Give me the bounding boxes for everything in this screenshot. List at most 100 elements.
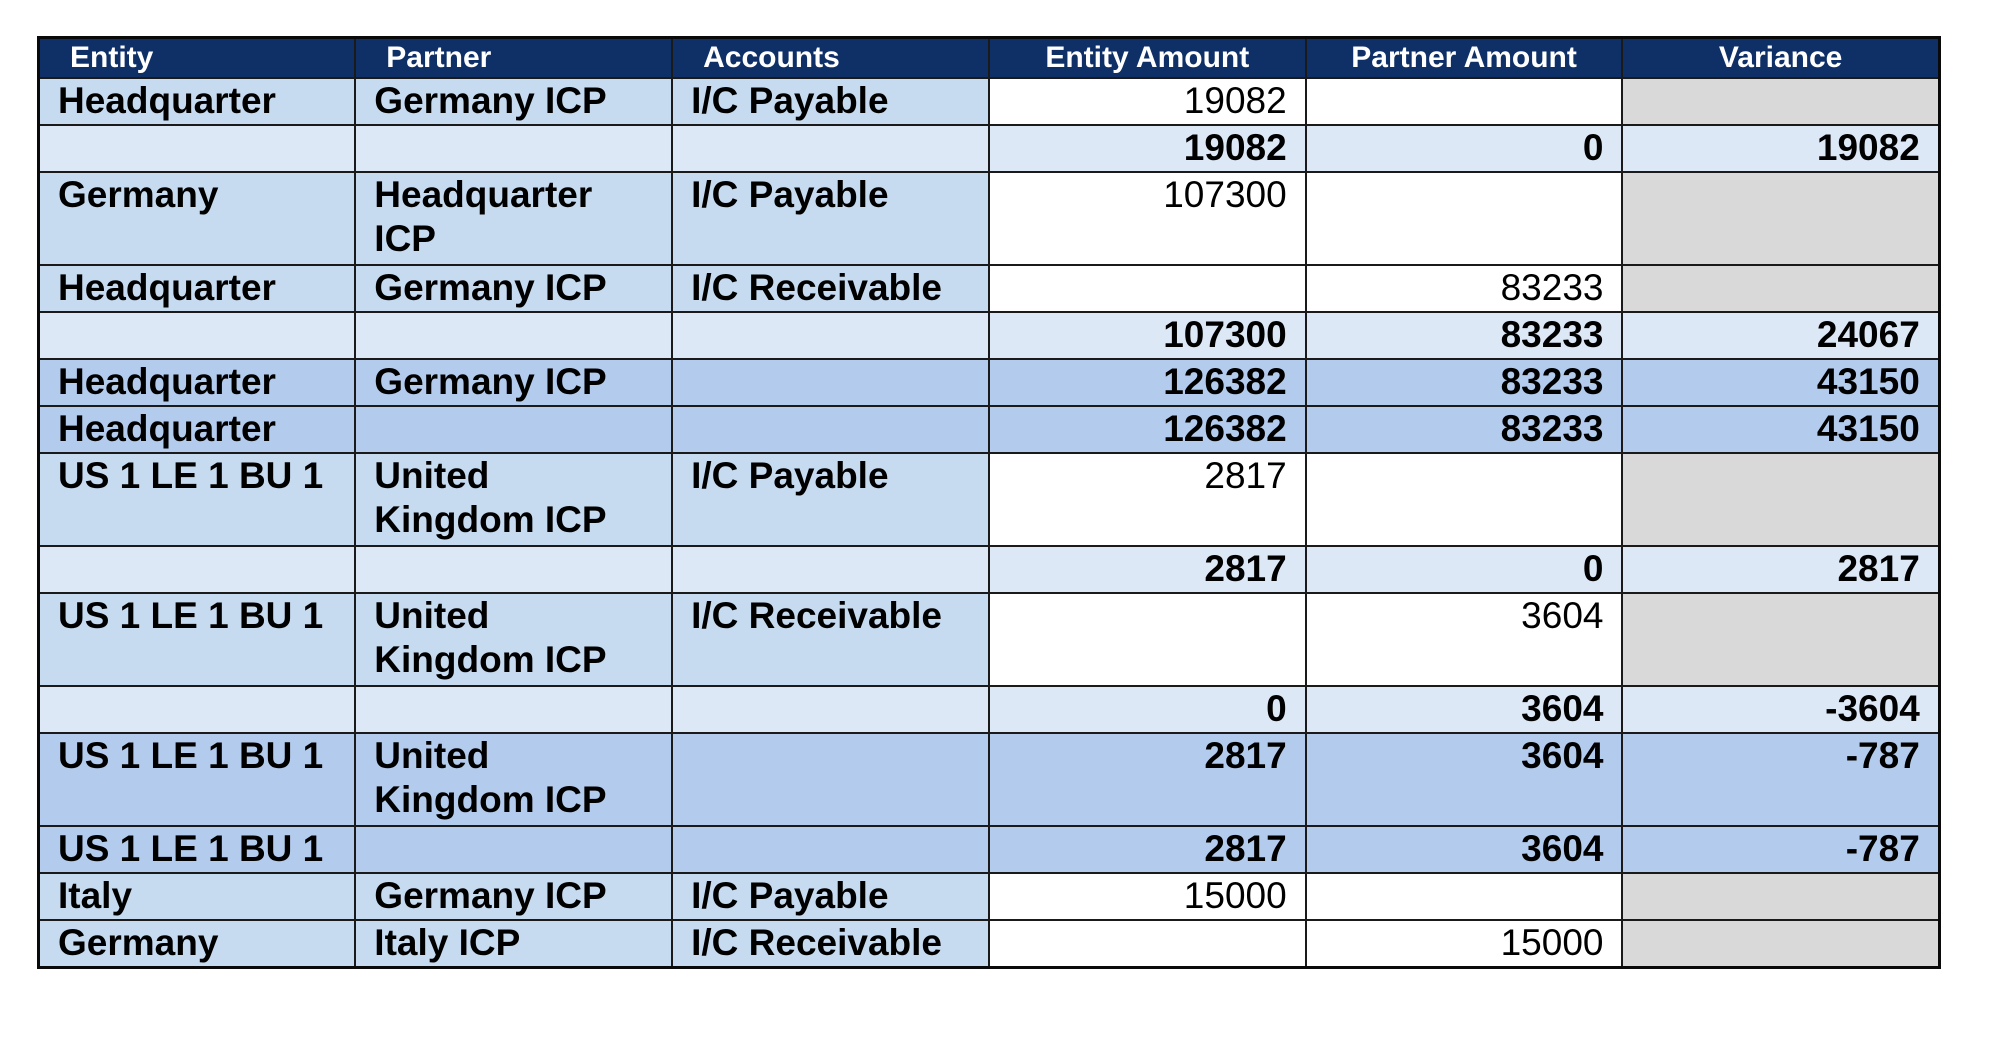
accounts-cell: I/C Payable bbox=[671, 872, 990, 921]
accounts-cell bbox=[671, 732, 990, 827]
table-row: US 1 LE 1 BU 1 United Kingdom ICP I/C Pa… bbox=[37, 452, 1941, 547]
accounts-cell: I/C Receivable bbox=[671, 592, 990, 687]
entity-cell: Italy bbox=[37, 872, 357, 921]
entity-cell: US 1 LE 1 BU 1 bbox=[37, 825, 357, 874]
partner-cell bbox=[354, 825, 674, 874]
entity-amount-cell: 19082 bbox=[987, 77, 1307, 126]
table-row: Italy Germany ICP I/C Payable 15000 bbox=[37, 872, 1941, 921]
entity-cell bbox=[37, 685, 357, 734]
variance-cell: 43150 bbox=[1621, 405, 1941, 454]
header-entity: Entity bbox=[37, 36, 357, 79]
table-row: Headquarter Germany ICP I/C Payable 1908… bbox=[37, 77, 1941, 126]
partner-amount-cell: 83233 bbox=[1304, 358, 1624, 407]
entity-amount-cell: 2817 bbox=[987, 825, 1307, 874]
partner-cell: Italy ICP bbox=[354, 919, 674, 968]
entity-cell: Headquarter bbox=[37, 77, 357, 126]
entity-cell: Headquarter bbox=[37, 264, 357, 313]
entity-amount-cell: 15000 bbox=[987, 872, 1307, 921]
entity-amount-cell: 2817 bbox=[987, 452, 1307, 547]
accounts-cell: I/C Payable bbox=[671, 452, 990, 547]
table-row: Headquarter 126382 83233 43150 bbox=[37, 405, 1941, 454]
accounts-cell bbox=[671, 685, 990, 734]
partner-amount-cell: 83233 bbox=[1304, 405, 1624, 454]
partner-amount-cell: 0 bbox=[1304, 545, 1624, 594]
partner-amount-cell bbox=[1304, 77, 1624, 126]
table-row: 0 3604 -3604 bbox=[37, 685, 1941, 734]
partner-cell bbox=[354, 311, 674, 360]
entity-cell: US 1 LE 1 BU 1 bbox=[37, 452, 357, 547]
table-row: 107300 83233 24067 bbox=[37, 311, 1941, 360]
table-row: 19082 0 19082 bbox=[37, 124, 1941, 173]
partner-amount-cell: 83233 bbox=[1304, 264, 1624, 313]
header-partner-amount: Partner Amount bbox=[1304, 36, 1624, 79]
table-row: US 1 LE 1 BU 1 United Kingdom ICP 2817 3… bbox=[37, 732, 1941, 827]
entity-amount-cell: 126382 bbox=[987, 358, 1307, 407]
entity-cell: Headquarter bbox=[37, 405, 357, 454]
table-row: 2817 0 2817 bbox=[37, 545, 1941, 594]
partner-amount-cell bbox=[1304, 171, 1624, 266]
header-variance: Variance bbox=[1621, 36, 1941, 79]
entity-amount-cell bbox=[987, 264, 1307, 313]
entity-amount-cell bbox=[987, 919, 1307, 968]
table-row: US 1 LE 1 BU 1 2817 3604 -787 bbox=[37, 825, 1941, 874]
variance-cell bbox=[1621, 919, 1941, 968]
variance-cell bbox=[1621, 452, 1941, 547]
partner-cell: Germany ICP bbox=[354, 358, 674, 407]
table-body: Headquarter Germany ICP I/C Payable 1908… bbox=[37, 77, 1941, 968]
header-accounts: Accounts bbox=[671, 36, 990, 79]
intercompany-matching-table: Entity Partner Accounts Entity Amount Pa… bbox=[37, 36, 1941, 969]
partner-cell bbox=[354, 124, 674, 173]
accounts-cell: I/C Receivable bbox=[671, 919, 990, 968]
accounts-cell: I/C Receivable bbox=[671, 264, 990, 313]
partner-cell bbox=[354, 685, 674, 734]
accounts-cell bbox=[671, 311, 990, 360]
entity-cell: Headquarter bbox=[37, 358, 357, 407]
partner-cell: Germany ICP bbox=[354, 264, 674, 313]
table-row: Headquarter Germany ICP 126382 83233 431… bbox=[37, 358, 1941, 407]
entity-amount-cell: 107300 bbox=[987, 171, 1307, 266]
accounts-cell bbox=[671, 405, 990, 454]
partner-amount-cell: 3604 bbox=[1304, 732, 1624, 827]
partner-amount-cell: 15000 bbox=[1304, 919, 1624, 968]
entity-cell bbox=[37, 311, 357, 360]
accounts-cell: I/C Payable bbox=[671, 171, 990, 266]
variance-cell bbox=[1621, 77, 1941, 126]
variance-cell bbox=[1621, 872, 1941, 921]
partner-amount-cell bbox=[1304, 872, 1624, 921]
header-partner: Partner bbox=[354, 36, 674, 79]
entity-cell: US 1 LE 1 BU 1 bbox=[37, 592, 357, 687]
variance-cell: 19082 bbox=[1621, 124, 1941, 173]
accounts-cell: I/C Payable bbox=[671, 77, 990, 126]
variance-cell: -787 bbox=[1621, 732, 1941, 827]
entity-amount-cell: 107300 bbox=[987, 311, 1307, 360]
partner-amount-cell bbox=[1304, 452, 1624, 547]
variance-cell: 24067 bbox=[1621, 311, 1941, 360]
entity-cell: Germany bbox=[37, 919, 357, 968]
partner-amount-cell: 3604 bbox=[1304, 825, 1624, 874]
partner-amount-cell: 3604 bbox=[1304, 685, 1624, 734]
table-row: Headquarter Germany ICP I/C Receivable 8… bbox=[37, 264, 1941, 313]
partner-cell: United Kingdom ICP bbox=[354, 592, 674, 687]
table-row: US 1 LE 1 BU 1 United Kingdom ICP I/C Re… bbox=[37, 592, 1941, 687]
header-entity-amount: Entity Amount bbox=[987, 36, 1307, 79]
variance-cell bbox=[1621, 592, 1941, 687]
variance-cell: 2817 bbox=[1621, 545, 1941, 594]
accounts-cell bbox=[671, 124, 990, 173]
variance-cell: -3604 bbox=[1621, 685, 1941, 734]
entity-cell bbox=[37, 124, 357, 173]
partner-cell: Germany ICP bbox=[354, 77, 674, 126]
entity-amount-cell: 2817 bbox=[987, 545, 1307, 594]
partner-amount-cell: 3604 bbox=[1304, 592, 1624, 687]
entity-amount-cell bbox=[987, 592, 1307, 687]
accounts-cell bbox=[671, 358, 990, 407]
entity-cell: US 1 LE 1 BU 1 bbox=[37, 732, 357, 827]
partner-cell: Germany ICP bbox=[354, 872, 674, 921]
variance-cell bbox=[1621, 171, 1941, 266]
variance-cell: -787 bbox=[1621, 825, 1941, 874]
table-row: Germany Italy ICP I/C Receivable 15000 bbox=[37, 919, 1941, 968]
accounts-cell bbox=[671, 825, 990, 874]
partner-amount-cell: 83233 bbox=[1304, 311, 1624, 360]
variance-cell bbox=[1621, 264, 1941, 313]
entity-amount-cell: 2817 bbox=[987, 732, 1307, 827]
partner-cell: United Kingdom ICP bbox=[354, 732, 674, 827]
